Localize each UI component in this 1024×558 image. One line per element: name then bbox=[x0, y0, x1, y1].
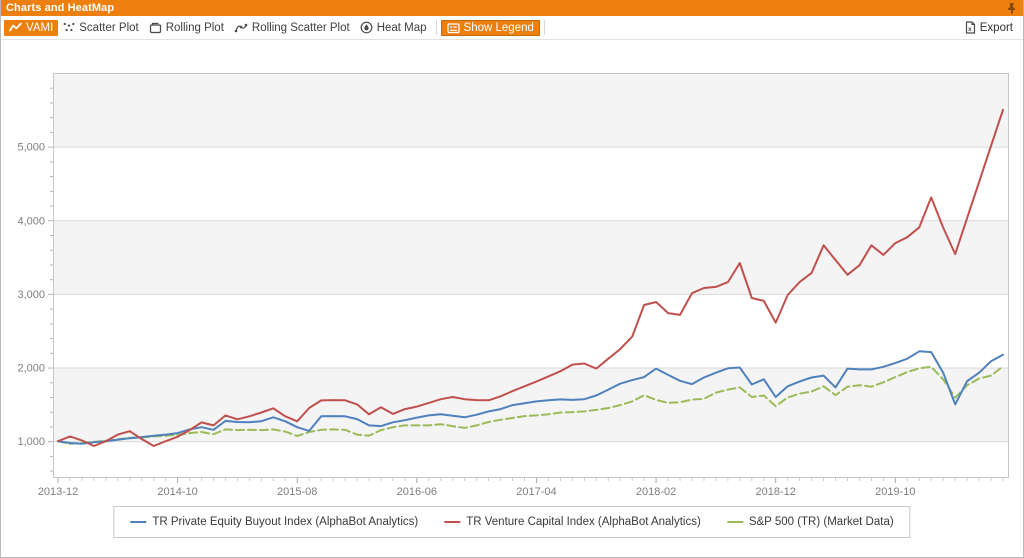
legend-swatch-blue bbox=[130, 521, 147, 523]
tab-scatter-plot-label: Scatter Plot bbox=[79, 21, 139, 34]
svg-text:2016-06: 2016-06 bbox=[397, 486, 437, 498]
tab-heat-map[interactable]: Heat Map bbox=[355, 19, 432, 36]
show-legend-toggle[interactable]: Show Legend bbox=[440, 19, 540, 36]
legend-swatch-red bbox=[444, 521, 461, 523]
svg-text:2015-08: 2015-08 bbox=[277, 486, 317, 498]
tab-rolling-plot-label: Rolling Plot bbox=[165, 21, 224, 34]
svg-text:2018-02: 2018-02 bbox=[636, 486, 676, 498]
legend-item-sp500: S&P 500 (TR) (Market Data) bbox=[726, 516, 894, 528]
show-legend-label: Show Legend bbox=[463, 21, 534, 34]
legend-label: TR Private Equity Buyout Index (AlphaBot… bbox=[152, 516, 419, 528]
series-line-1 bbox=[57, 108, 1004, 447]
plot-area-border bbox=[53, 73, 1009, 478]
svg-text:2018-12: 2018-12 bbox=[756, 486, 796, 498]
toolbar-separator bbox=[435, 20, 437, 35]
chart-legend: TR Private Equity Buyout Index (AlphaBot… bbox=[113, 506, 911, 538]
series-line-0 bbox=[57, 350, 1004, 445]
svg-text:x: x bbox=[968, 26, 972, 33]
x-axis: 2013-12 2014-10 2015-08 2016-06 2017-04 2018-… bbox=[38, 478, 1004, 498]
legend-item-venture-capital: TR Venture Capital Index (AlphaBot Analy… bbox=[444, 516, 701, 528]
svg-text:2013-12: 2013-12 bbox=[38, 486, 78, 498]
legend-item-pe-buyout: TR Private Equity Buyout Index (AlphaBot… bbox=[130, 516, 418, 528]
rolling-plot-icon bbox=[149, 22, 162, 34]
tab-rolling-plot[interactable]: Rolling Plot bbox=[144, 20, 229, 36]
export-button[interactable]: x Export bbox=[961, 19, 1017, 36]
series-lines bbox=[57, 108, 1004, 447]
tab-vami-label: VAMI bbox=[26, 21, 54, 34]
gridlines bbox=[53, 146, 1009, 443]
tab-vami[interactable]: VAMI bbox=[4, 19, 59, 36]
export-label: Export bbox=[979, 21, 1013, 34]
legend-label: S&P 500 (TR) (Market Data) bbox=[748, 516, 894, 528]
legend-icon bbox=[446, 22, 460, 34]
svg-text:4,000: 4,000 bbox=[17, 215, 45, 227]
rolling-scatter-icon bbox=[234, 22, 248, 33]
tab-scatter-plot[interactable]: Scatter Plot bbox=[58, 20, 143, 36]
window-title: Charts and HeatMap bbox=[6, 2, 115, 14]
heatmap-icon bbox=[360, 21, 373, 34]
tab-rolling-scatter-plot-label: Rolling Scatter Plot bbox=[251, 21, 350, 34]
scatter-icon bbox=[63, 22, 75, 33]
chart-toolbar: VAMI Scatter Plot R bbox=[1, 16, 1023, 40]
export-file-icon: x bbox=[965, 21, 976, 34]
svg-text:2017-04: 2017-04 bbox=[516, 486, 556, 498]
tab-rolling-scatter-plot[interactable]: Rolling Scatter Plot bbox=[229, 20, 355, 36]
line-chart-icon bbox=[9, 22, 22, 33]
svg-text:5,000: 5,000 bbox=[17, 142, 45, 154]
y-axis: 1,000 2,000 3,000 4,000 5,000 bbox=[17, 87, 53, 472]
series-line-2 bbox=[57, 365, 1004, 445]
pin-icon[interactable] bbox=[1007, 2, 1017, 14]
svg-text:1,000: 1,000 bbox=[17, 436, 45, 448]
legend-swatch-green bbox=[726, 521, 743, 523]
svg-text:2019-10: 2019-10 bbox=[875, 486, 915, 498]
toolbar-separator bbox=[543, 20, 545, 35]
svg-text:2,000: 2,000 bbox=[17, 363, 45, 375]
svg-text:3,000: 3,000 bbox=[17, 289, 45, 301]
tab-heat-map-label: Heat Map bbox=[376, 21, 427, 34]
legend-label: TR Venture Capital Index (AlphaBot Analy… bbox=[466, 516, 701, 528]
window-title-bar: Charts and HeatMap bbox=[1, 0, 1023, 16]
svg-text:2014-10: 2014-10 bbox=[157, 486, 197, 498]
